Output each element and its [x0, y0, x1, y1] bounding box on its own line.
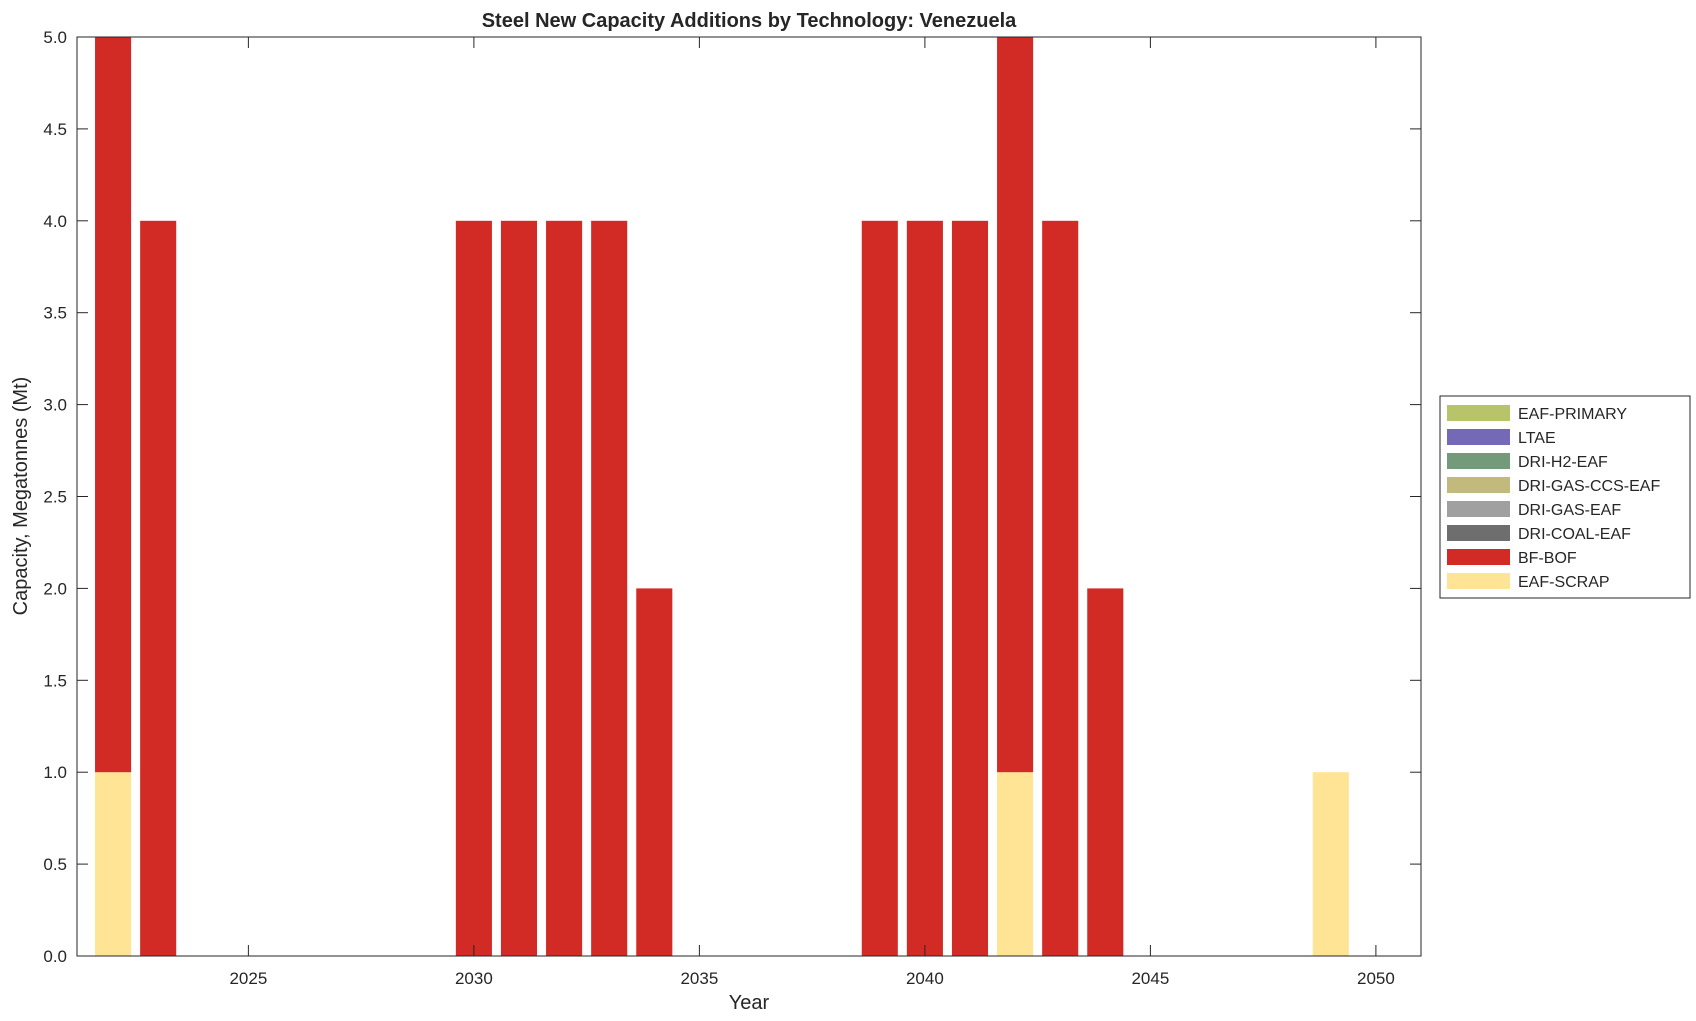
legend: EAF-PRIMARY LTAE DRI-H2-EAF DRI-GAS-CCS-EAF…	[1439, 395, 1691, 599]
legend-swatch-dri-coal-eaf	[1447, 525, 1510, 541]
legend-swatch-dri-gas-eaf	[1447, 501, 1510, 517]
legend-label-dri-gas-ccs-eaf: DRI-GAS-CCS-EAF	[1518, 478, 1660, 495]
y-tick-label-2-0: 2.0	[43, 579, 67, 598]
legend-swatch-eaf-scrap	[1447, 573, 1510, 589]
bar-bf-bof-2032	[546, 220, 583, 957]
y-tick-label-3-5: 3.5	[43, 304, 67, 323]
x-axis-label: Year	[729, 992, 770, 1014]
bar-bf-bof-2041	[951, 220, 989, 957]
y-tick-label-1-0: 1.0	[43, 763, 67, 782]
legend-label-dri-coal-eaf: DRI-COAL-EAF	[1518, 526, 1631, 543]
y-tick-label-4-0: 4.0	[43, 212, 67, 231]
bar-eaf-scrap-2022	[95, 772, 132, 956]
y-tick-label-1-5: 1.5	[43, 671, 67, 690]
y-tick-label-0-0: 0.0	[43, 947, 67, 966]
bar-bf-bof-2033	[591, 220, 628, 957]
y-tick-label-3-0: 3.0	[43, 396, 67, 415]
x-tick-label-2025: 2025	[229, 969, 267, 988]
legend-label-bf-bof: BF-BOF	[1518, 550, 1577, 567]
legend-swatch-dri-h2-eaf	[1447, 453, 1510, 469]
y-axis-label: Capacity, Megatonnes (Mt)	[10, 377, 32, 616]
legend-label-dri-h2-eaf: DRI-H2-EAF	[1518, 454, 1608, 471]
y-tick-label-4-5: 4.5	[43, 120, 67, 139]
y-tick-label-2-5: 2.5	[43, 488, 67, 507]
bar-eaf-scrap-2042	[997, 772, 1034, 956]
chart-title: Steel New Capacity Additions by Technolo…	[482, 10, 1017, 32]
bar-bf-bof-2043	[1042, 220, 1079, 957]
x-tick-label-2035: 2035	[680, 969, 718, 988]
bars-group	[95, 37, 1349, 957]
bar-bf-bof-2040	[906, 220, 943, 957]
legend-label-ltae: LTAE	[1518, 430, 1556, 447]
x-tick-label-2040: 2040	[906, 969, 944, 988]
legend-label-eaf-scrap: EAF-SCRAP	[1518, 574, 1610, 591]
bar-bf-bof-2034	[636, 588, 673, 956]
legend-swatch-dri-gas-ccs-eaf	[1447, 477, 1510, 493]
x-tick-label-2045: 2045	[1131, 969, 1169, 988]
legend-swatch-ltae	[1447, 429, 1510, 445]
legend-label-dri-gas-eaf: DRI-GAS-EAF	[1518, 502, 1621, 519]
y-tick-label-5-0: 5.0	[43, 28, 67, 47]
bar-eaf-scrap-2049	[1312, 772, 1349, 956]
legend-label-eaf-primary: EAF-PRIMARY	[1518, 406, 1627, 423]
plot-frame	[76, 36, 1422, 957]
legend-box	[1439, 395, 1691, 599]
bar-bf-bof-2042	[997, 37, 1034, 773]
bar-bf-bof-2044	[1087, 588, 1124, 956]
legend-swatch-bf-bof	[1447, 549, 1510, 565]
bar-bf-bof-2039	[861, 220, 898, 957]
ticks-group: 0.0 0.5 1.0 1.5 2.0 2.5 3.0 3.5 4.0 4.5 5.0 2025 203…	[43, 28, 1421, 988]
bar-bf-bof-2023	[140, 220, 177, 957]
bar-bf-bof-2031	[500, 220, 538, 957]
y-tick-label-0-5: 0.5	[43, 855, 67, 874]
x-tick-label-2030: 2030	[455, 969, 493, 988]
x-tick-label-2050: 2050	[1357, 969, 1395, 988]
bar-bf-bof-2030	[455, 220, 492, 957]
legend-swatch-eaf-primary	[1447, 405, 1510, 421]
bar-bf-bof-2022	[95, 37, 132, 773]
